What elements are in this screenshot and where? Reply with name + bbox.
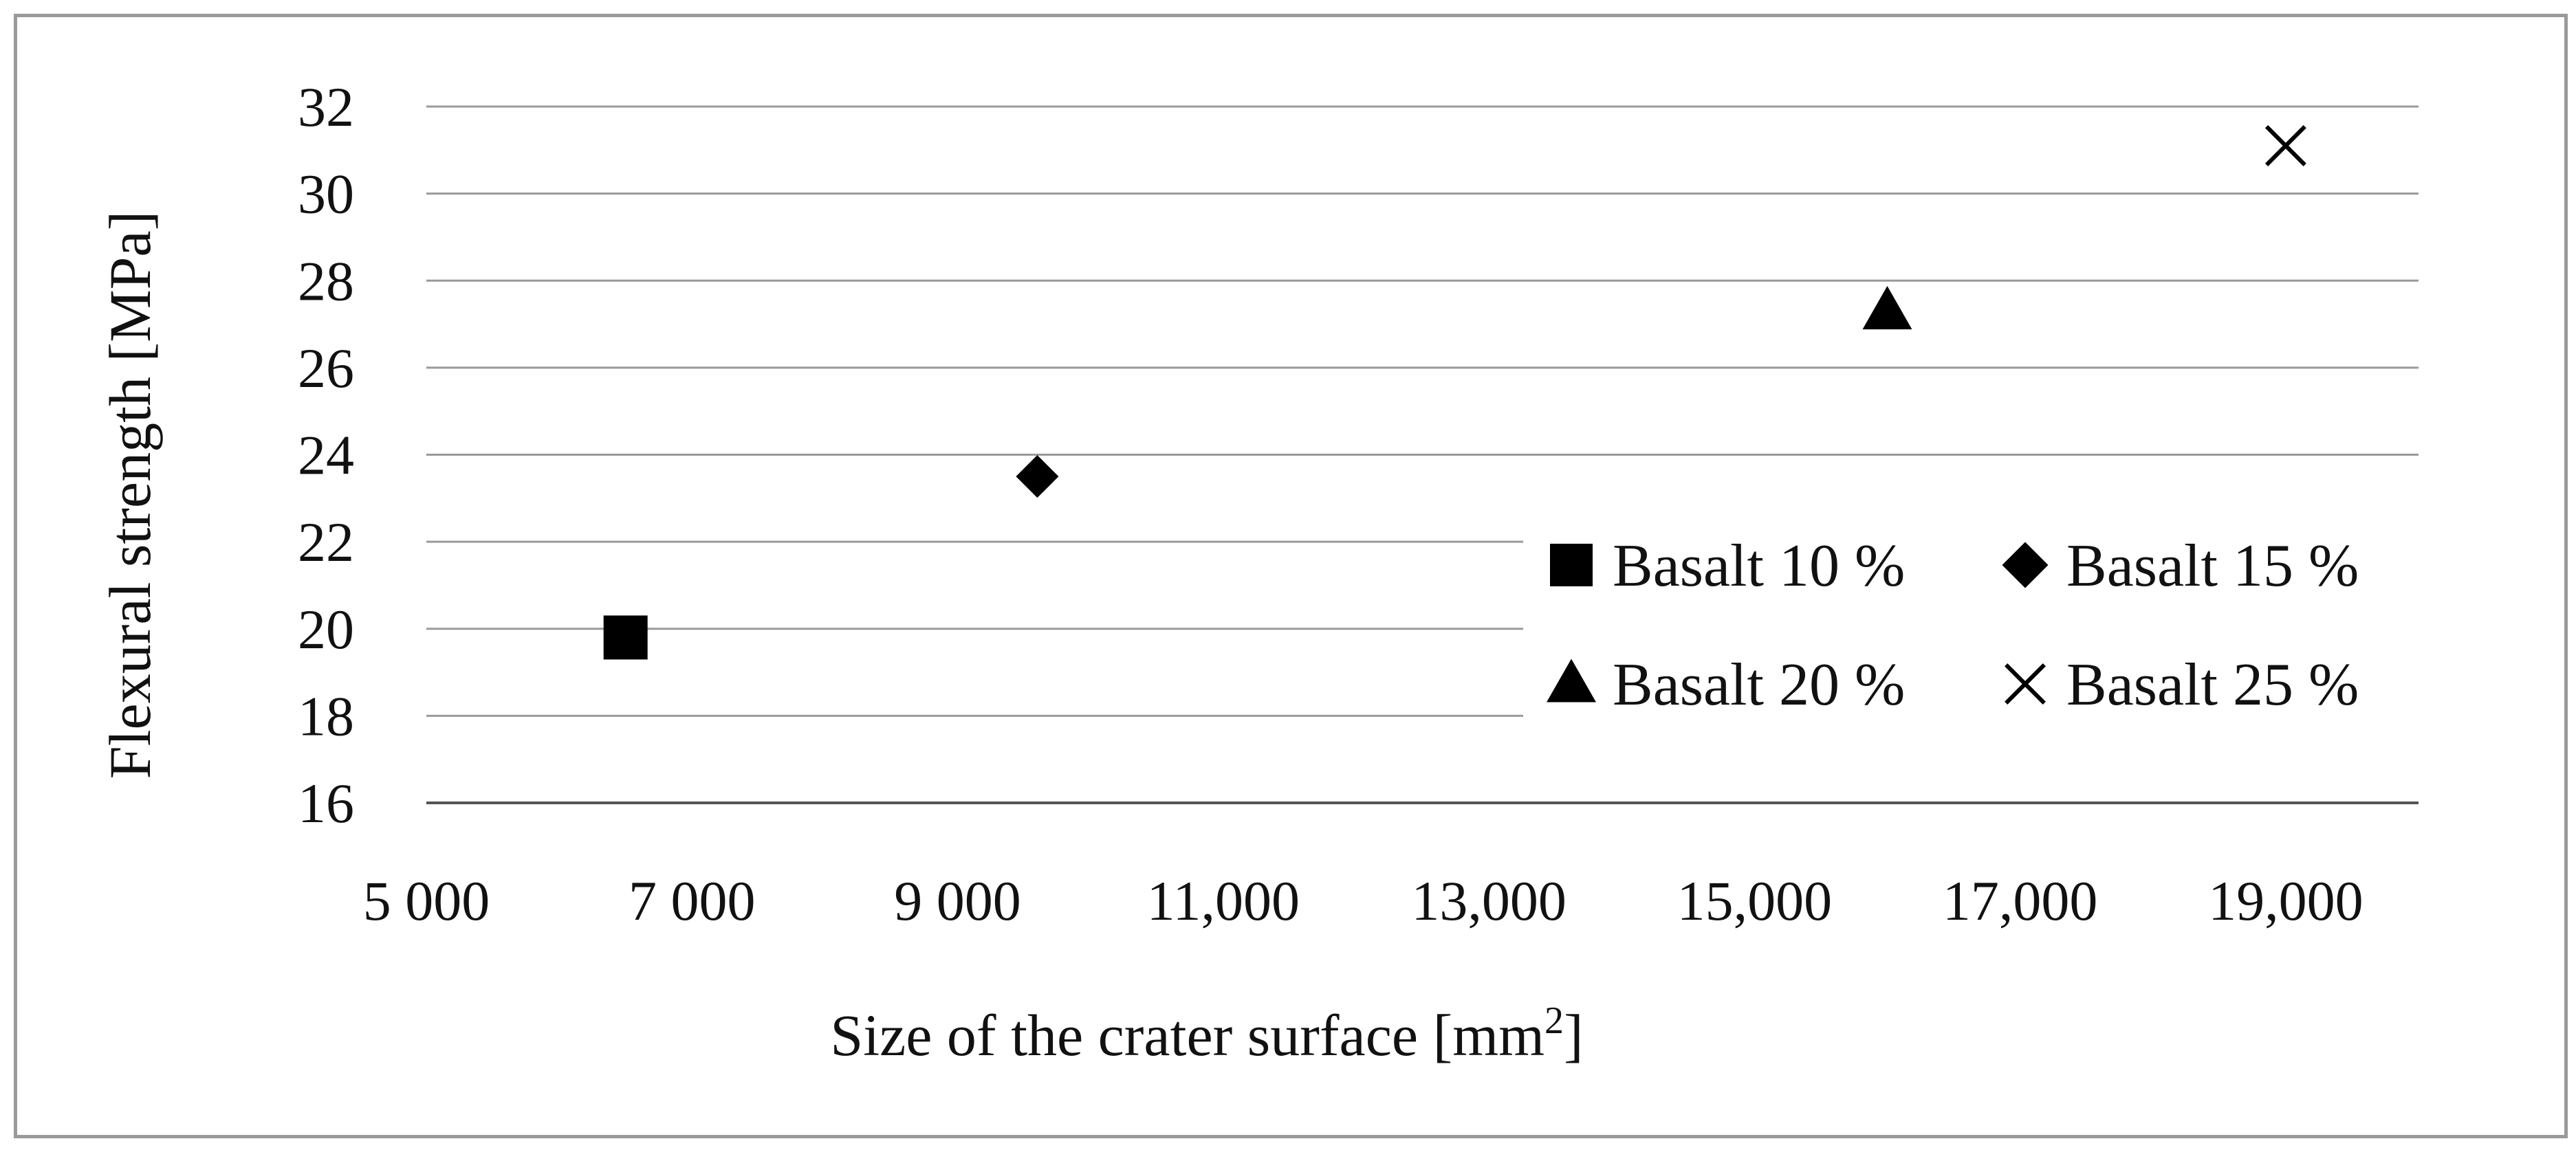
x-tick-label: 13,000: [1411, 870, 1567, 932]
legend-marker-x: [2005, 663, 2046, 705]
x-tick-label: 5 000: [363, 870, 490, 932]
x-axis-title-suffix: ]: [1564, 1002, 1584, 1068]
x-tick-label: 7 000: [629, 870, 756, 932]
y-tick-label: 30: [298, 163, 354, 225]
y-tick-label: 26: [298, 337, 354, 399]
y-tick-label: 28: [298, 250, 354, 312]
legend-item: Basalt 20 %: [1547, 652, 1905, 718]
legend-item: Basalt 10 %: [1550, 533, 1905, 599]
legend-marker-triangle: [1547, 659, 1596, 703]
x-tick-labels: 5 000 7 000 9 000 11,000 13,000 15,000 17,000 1…: [363, 870, 2364, 932]
legend-item: Basalt 25 %: [2005, 652, 2359, 718]
x-axis-title: Size of the crater surface [mm2]: [830, 999, 1583, 1068]
y-tick-label: 24: [298, 424, 354, 487]
data-point-diamond: [1016, 455, 1059, 498]
data-point-triangle: [1862, 286, 1912, 330]
data-point-x: [2264, 125, 2306, 166]
x-tick-label: 11,000: [1147, 870, 1300, 932]
data-points: [603, 125, 2306, 660]
legend-label: Basalt 10 %: [1613, 533, 1905, 599]
y-tick-label: 32: [298, 76, 354, 138]
legend: Basalt 10 % Basalt 15 % Basalt 20 % Basalt …: [1523, 519, 2421, 739]
x-tick-label: 17,000: [1943, 870, 2098, 932]
y-tick-label: 16: [298, 772, 354, 834]
y-tick-label: 18: [298, 685, 354, 747]
x-tick-label: 15,000: [1677, 870, 1833, 932]
legend-label: Basalt 15 %: [2066, 533, 2359, 599]
x-axis-title-main: Size of the crater surface [mm: [830, 1002, 1544, 1068]
y-tick-labels: 16 18 20 22 24 26 28 30 32: [298, 76, 354, 834]
data-point-square: [603, 615, 648, 660]
legend-background: [1523, 519, 2421, 739]
legend-label: Basalt 25 %: [2066, 652, 2359, 718]
x-axis-title-superscript: 2: [1544, 999, 1564, 1042]
y-tick-label: 20: [298, 598, 354, 661]
x-tick-label: 9 000: [894, 870, 1021, 932]
y-axis-title: Flexural strength [MPa]: [97, 211, 163, 779]
legend-marker-square: [1550, 544, 1593, 586]
legend-label: Basalt 20 %: [1613, 652, 1905, 718]
x-tick-label: 19,000: [2208, 870, 2364, 932]
legend-item: Basalt 15 %: [2002, 533, 2359, 599]
legend-marker-diamond: [2002, 542, 2049, 588]
y-tick-label: 22: [298, 511, 354, 573]
